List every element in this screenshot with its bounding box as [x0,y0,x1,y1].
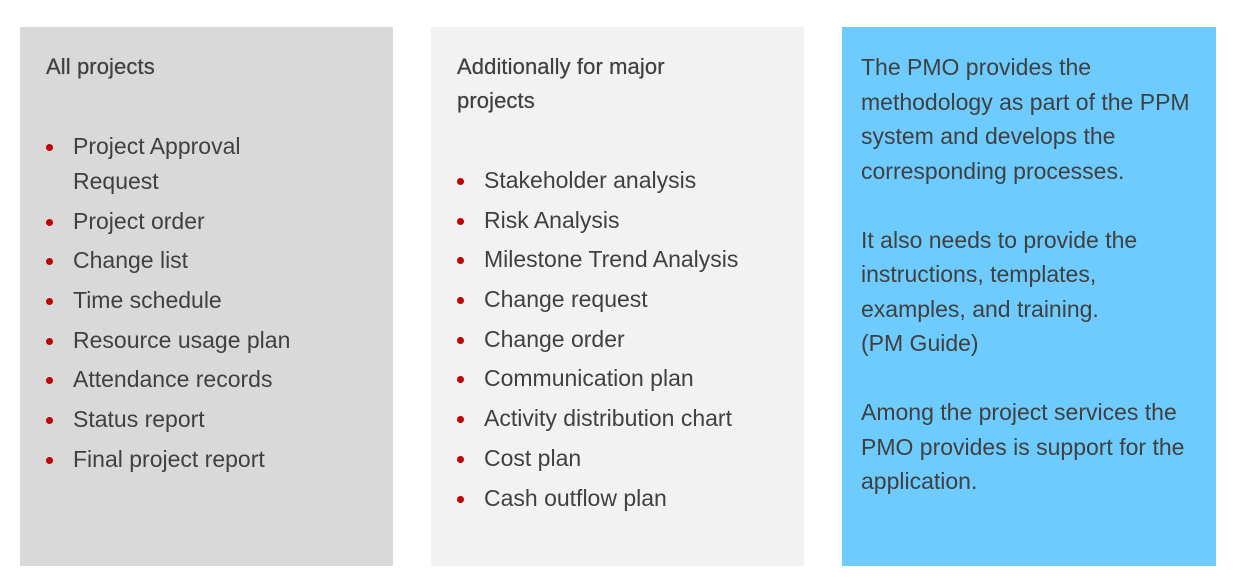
list-item-label: Change order [484,325,625,352]
list-item-label: Change list [73,247,189,274]
list-item-label: Milestone Trend Analysis [484,246,739,273]
list-item: Final project report [46,442,393,477]
list-item-label: Status report [73,406,205,433]
pmo-paragraph: The PMO provides the methodology as part… [861,54,1190,184]
major-projects-panel: Additionally for major projects Stakehol… [431,27,804,566]
bullet-icon [457,495,464,503]
list-item-label: Time schedule [73,287,222,314]
bullet-icon [457,455,464,463]
list-item: Communication plan [457,361,804,396]
pmo-paragraph: Among the project services the PMO provi… [861,399,1185,494]
list-item: Cash outflow plan [457,481,804,516]
bullet-icon [46,298,53,306]
list-item-label: Cost plan [484,444,582,471]
list-item: Change request [457,282,804,317]
bullet-icon [46,144,53,151]
list-item: Change list [46,243,393,278]
bullet-icon [46,417,53,425]
list-item-label: Communication plan [484,365,694,392]
bullet-icon [46,218,53,226]
pm-guide-reference: (PM Guide) [861,330,979,356]
list-item: Risk Analysis [457,203,804,238]
list-item: Stakeholder analysis [457,163,804,198]
list-item-label: Change request [484,286,648,313]
pmo-paragraph-text: It also needs to provide the instruction… [861,226,1138,322]
list-item: Resource usage plan [46,323,393,358]
bullet-icon [457,178,464,185]
list-item-label: Project Approval Request [73,133,241,194]
bullet-icon [457,416,464,424]
major-projects-list: Stakeholder analysis Risk Analysis Milesto… [457,163,804,516]
bullet-icon [457,257,464,265]
bullet-icon [46,258,53,266]
list-item: Project order [46,204,393,239]
list-item: Attendance records [46,362,393,397]
list-item-label: Project order [73,207,205,234]
list-item: Activity distribution chart [457,401,804,436]
list-item-label: Attendance records [73,366,273,393]
pmo-paragraph: It also needs to provide the instruction… [861,223,1206,361]
list-item: Cost plan [457,441,804,476]
bullet-icon [457,217,464,225]
list-item-label: Cash outflow plan [484,484,667,511]
list-item: Time schedule [46,283,393,318]
all-projects-panel: All projects Project Approval Request Pro… [20,27,393,566]
bullet-icon [457,297,464,305]
list-item: Milestone Trend Analysis [457,242,804,277]
list-item: Change order [457,322,804,357]
list-item: Status report [46,402,393,437]
list-item-label: Stakeholder analysis [484,167,697,193]
list-item-label: Activity distribution chart [484,405,732,432]
pmo-note-panel: The PMO provides the methodology as part… [842,27,1216,566]
bullet-icon [457,336,464,344]
all-projects-heading: All projects [46,54,155,79]
major-projects-heading: Additionally for major projects [457,54,665,113]
bullet-icon [46,456,53,464]
list-item-label: Resource usage plan [73,326,291,353]
list-item-label: Final project report [73,445,265,472]
bullet-icon [46,337,53,345]
list-item-label: Risk Analysis [484,206,620,233]
bullet-icon [457,376,464,384]
list-item: Project Approval Request [46,129,273,199]
all-projects-list: Project Approval Request Project order Cha… [46,129,393,477]
bullet-icon [46,377,53,385]
